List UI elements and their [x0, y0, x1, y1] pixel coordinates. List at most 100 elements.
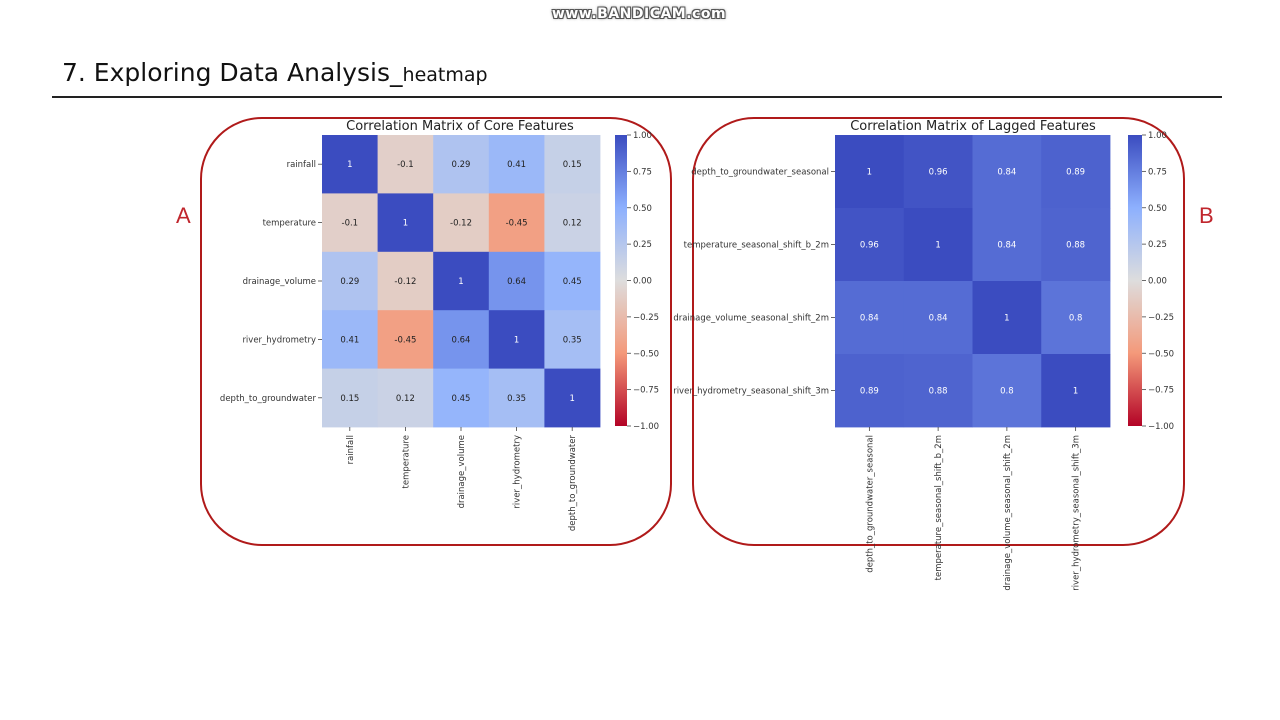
- core-cell-value: 0.29: [340, 277, 359, 287]
- core-cell: [544, 135, 601, 194]
- core-cell: [544, 310, 601, 369]
- lagged-colorbar-tick-label: 0.75: [1148, 167, 1167, 177]
- core-cell: [377, 135, 434, 194]
- lagged-cell: [972, 281, 1042, 355]
- core-ytick-label: rainfall: [287, 160, 316, 170]
- lagged-ytick-label: drainage_volume_seasonal_shift_2m: [673, 314, 829, 324]
- core-ytick-label: drainage_volume: [243, 277, 316, 287]
- lagged-heatmap: Correlation Matrix of Lagged Features 1 0.…: [673, 119, 1174, 591]
- lagged-cell: [835, 354, 905, 428]
- lagged-cell-value: 0.96: [860, 241, 879, 251]
- lagged-cell-value: 1: [1073, 387, 1078, 397]
- core-colorbar: [615, 135, 627, 426]
- core-cell-value: -0.1: [397, 160, 414, 170]
- lagged-colorbar-tick-label: 0.50: [1148, 204, 1167, 214]
- core-cell-value: 0.35: [563, 335, 582, 345]
- lagged-cell: [903, 281, 973, 355]
- lagged-cell-value: 0.8: [1000, 387, 1014, 397]
- lagged-ytick-label: depth_to_groundwater_seasonal: [691, 168, 829, 178]
- lagged-cell-value: 0.8: [1069, 314, 1083, 324]
- core-cell-value: -0.45: [506, 219, 528, 229]
- lagged-cell-value: 0.84: [997, 241, 1016, 251]
- lagged-colorbar-tick-label: 1.00: [1148, 131, 1167, 141]
- lagged-cell-value: 0.96: [929, 168, 948, 178]
- lagged-cell-value: 0.84: [929, 314, 948, 324]
- lagged-cell-value: 1: [1004, 314, 1009, 324]
- lagged-cell-value: 0.84: [997, 168, 1016, 178]
- core-cell-value: 0.64: [507, 277, 526, 287]
- core-cell: [433, 310, 490, 369]
- lagged-cell: [1041, 135, 1111, 209]
- panel-label-a: A: [176, 203, 191, 228]
- core-cell: [433, 193, 490, 253]
- lagged-colorbar-tick-label: 0.25: [1148, 240, 1167, 250]
- core-cell-value: -0.12: [450, 219, 472, 229]
- lagged-colorbar: [1128, 135, 1142, 426]
- lagged-cell: [903, 208, 973, 282]
- core-cell: [322, 135, 378, 194]
- core-cell-value: 1: [347, 160, 352, 170]
- core-cell-value: 0.64: [452, 335, 471, 345]
- core-cell: [433, 251, 490, 311]
- core-cell: [377, 310, 434, 369]
- lagged-cell: [835, 135, 905, 209]
- core-cell: [488, 135, 545, 194]
- core-cell: [488, 193, 545, 253]
- core-cell: [433, 135, 490, 194]
- lagged-colorbar-tick-label: −1.00: [1148, 422, 1174, 432]
- core-cell: [544, 368, 601, 428]
- panel-a-frame: [200, 117, 672, 546]
- core-ytick-label: river_hydrometry: [242, 335, 316, 345]
- lagged-xtick-label: drainage_volume_seasonal_shift_2m: [1003, 435, 1013, 591]
- lagged-cell-value: 0.84: [860, 314, 879, 324]
- core-cell-value: 0.12: [563, 219, 582, 229]
- core-cell: [322, 193, 378, 253]
- core-colorbar-tick-label: −0.75: [633, 386, 659, 396]
- slide-title-main: 7. Exploring Data Analysis_: [62, 58, 403, 87]
- core-xtick-label: river_hydrometry: [513, 435, 523, 509]
- core-cell-value: 0.15: [340, 394, 359, 404]
- core-cell-value: -0.1: [342, 219, 359, 229]
- core-cell-value: 0.29: [452, 160, 471, 170]
- lagged-colorbar-tick-label: −0.25: [1148, 313, 1174, 323]
- core-cell: [377, 193, 434, 253]
- core-cell-value: 1: [403, 219, 408, 229]
- lagged-xtick-label: temperature_seasonal_shift_b_2m: [934, 435, 944, 580]
- lagged-colorbar-tick-label: −0.75: [1148, 386, 1174, 396]
- core-colorbar-tick-label: 0.75: [633, 167, 652, 177]
- core-cell: [488, 368, 545, 428]
- lagged-cell-value: 0.89: [1066, 168, 1085, 178]
- core-xtick-label: temperature: [401, 435, 411, 488]
- core-chart-title: Correlation Matrix of Core Features: [346, 119, 574, 134]
- lagged-cell-value: 0.88: [929, 387, 948, 397]
- core-colorbar-tick-label: −0.25: [633, 313, 659, 323]
- lagged-cell: [972, 354, 1042, 428]
- core-heatmap: Correlation Matrix of Core Features 1 -0.1…: [220, 119, 659, 531]
- lagged-cell: [1041, 281, 1111, 355]
- lagged-colorbar-tick-label: 0.00: [1148, 277, 1167, 287]
- core-xtick-label: drainage_volume: [457, 435, 467, 508]
- core-cell-value: -0.45: [394, 335, 416, 345]
- lagged-cell-value: 1: [935, 241, 940, 251]
- lagged-cell: [1041, 354, 1111, 428]
- core-cell: [322, 310, 378, 369]
- lagged-cell: [835, 281, 905, 355]
- core-cell-value: 0.45: [452, 394, 471, 404]
- lagged-cell: [903, 354, 973, 428]
- core-cell: [544, 251, 601, 311]
- lagged-cell-value: 0.88: [1066, 241, 1085, 251]
- core-colorbar-tick-label: −1.00: [633, 422, 659, 432]
- lagged-xtick-label: depth_to_groundwater_seasonal: [865, 435, 875, 573]
- core-cell: [488, 310, 545, 369]
- core-cell-value: 0.35: [507, 394, 526, 404]
- lagged-cell: [1041, 208, 1111, 282]
- core-cell-value: 0.12: [396, 394, 415, 404]
- title-divider: [52, 96, 1222, 98]
- core-cell-value: 0.41: [507, 160, 526, 170]
- lagged-xtick-label: river_hydrometry_seasonal_shift_3m: [1072, 435, 1082, 591]
- lagged-chart-title: Correlation Matrix of Lagged Features: [850, 119, 1096, 134]
- core-cell: [377, 368, 434, 428]
- core-colorbar-tick-label: 0.00: [633, 277, 652, 287]
- lagged-ytick-label: temperature_seasonal_shift_b_2m: [684, 241, 829, 251]
- panel-b-frame: [692, 117, 1185, 546]
